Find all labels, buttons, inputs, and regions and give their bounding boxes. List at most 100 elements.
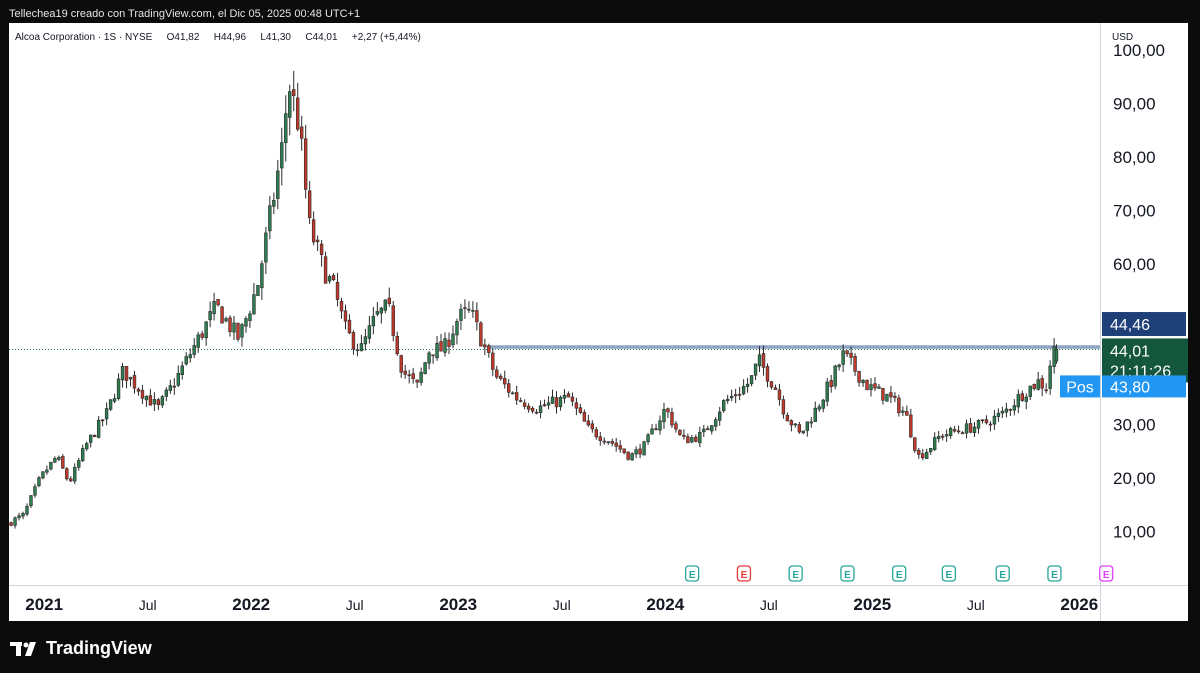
candle-body [514,392,519,401]
earnings-marker-label: E [792,570,799,581]
candle-body [1004,408,1009,413]
candle-body [948,428,953,437]
candle-body [132,375,137,389]
candle-body [467,308,471,311]
candle-body [642,441,646,456]
earnings-marker-icon [736,565,752,582]
candle-body [13,517,17,526]
candle-body [833,365,837,387]
candle-body [550,396,555,404]
candle-body [220,306,224,324]
y-tick-label: 10,00 [1113,522,1156,541]
candle-body [419,371,423,383]
candle-body [841,350,845,365]
candle-body [813,407,817,422]
candle-body [530,407,535,412]
candle-body [339,301,344,312]
candle-body [984,419,989,424]
candle-body [296,97,300,130]
candle-body [594,429,598,438]
earnings-marker-icon [685,565,700,582]
candle-body [184,356,188,365]
candle-body [893,395,897,398]
candle-body [232,322,236,333]
candle-body [248,313,252,321]
candle-body [678,429,682,436]
tradingview-logo[interactable]: TradingView [10,638,152,659]
candle-body [383,299,387,311]
high-price-value: 44,46 [1110,317,1150,334]
candle-body [395,335,399,355]
candle-body [439,341,443,352]
candle-body [956,430,961,433]
x-tick-label: Jul [553,597,571,613]
candle-body [534,411,539,414]
candle-body [706,428,710,431]
candle-body [180,365,184,375]
candle-body [518,400,523,402]
candle-body [292,89,296,97]
candle-body [391,305,395,336]
candle-body [698,432,702,444]
candle-body [988,423,993,426]
earnings-marker-label: E [844,570,851,581]
candle-body [471,310,475,312]
candle-body [821,399,825,409]
last-price-value: 44,01 [1110,343,1150,360]
candle-body [753,363,758,376]
candle-body [499,375,503,379]
y-tick-label: 60,00 [1113,255,1156,274]
candle-body [100,419,105,422]
candle-body [49,461,53,470]
candle-body [582,412,587,422]
candle-body [586,420,591,426]
earnings-marker-icon [941,565,957,582]
candle-body [65,468,69,480]
candle-body [849,352,853,358]
candle-body [809,421,813,424]
candle-body [112,398,117,402]
candle-body [797,424,802,433]
candle-body [33,486,37,496]
candle-body [96,419,101,438]
high-price-badge [1102,312,1186,337]
chart-frame[interactable]: USD10,0020,0030,0040,0050,0060,0070,0080… [9,23,1188,621]
candle-body [315,239,320,243]
x-tick-label: 2025 [853,595,891,614]
price-chart[interactable]: USD10,0020,0030,0040,0050,0060,0070,0080… [9,23,1188,621]
candle-body [857,370,861,383]
candle-body [929,448,933,453]
candle-body [877,386,881,389]
candle-body [1012,405,1017,411]
x-tick-label: Jul [346,597,364,613]
candle-body [1032,384,1036,389]
candle-body [224,318,228,322]
candle-body [327,276,332,282]
candle-body [81,448,85,462]
candle-body [598,436,602,441]
candle-body [901,410,905,413]
candle-body [921,453,925,459]
candle-body [554,397,559,408]
candle-body [980,419,985,422]
candle-body [216,299,220,306]
candle-body [865,379,869,391]
candle-body [662,409,666,423]
brand-name: TradingView [46,638,152,658]
candle-body [45,469,49,473]
candle-body [1040,378,1044,389]
candle-body [188,354,192,359]
candle-body [347,319,352,334]
candle-body [252,294,256,315]
candle-body [773,387,778,390]
candle-body [343,310,348,322]
candle-body [829,380,833,388]
candle-body [578,407,583,413]
candle-body [351,332,356,350]
candle-body [176,372,180,386]
x-tick-label: 2026 [1060,595,1098,614]
candle-body [447,339,451,347]
candle-body [491,352,495,370]
candle-body [104,408,109,420]
candle-body [936,436,941,439]
